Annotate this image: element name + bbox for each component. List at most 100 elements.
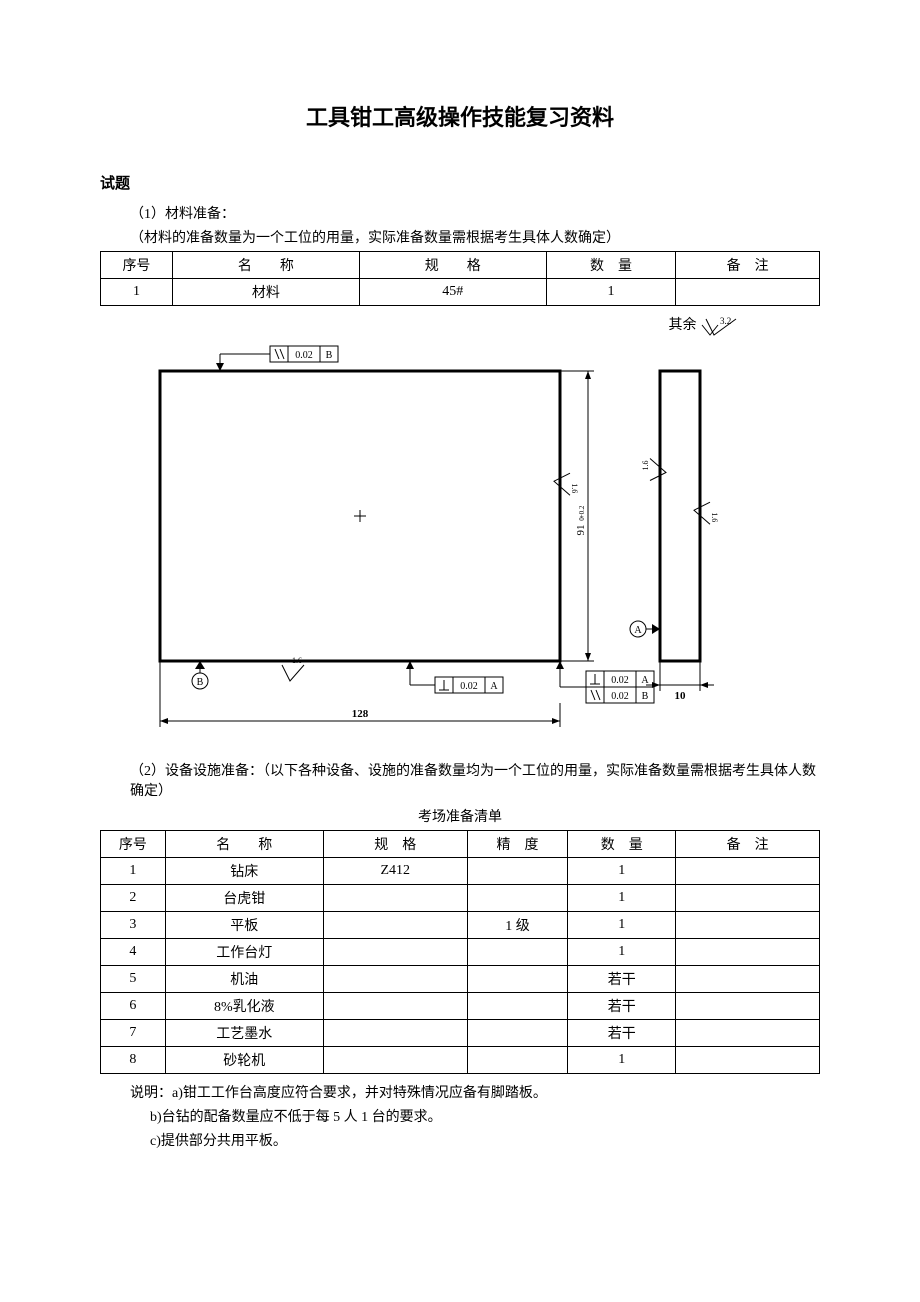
table-header: 序号 (101, 252, 173, 279)
engineering-drawing: 0.02B1.61.61.691+0.2 0B1.60.02A0.02A0.02… (100, 341, 820, 746)
table-header: 数 量 (568, 830, 676, 857)
table-header: 名 称 (172, 252, 359, 279)
part2-caption: 考场准备清单 (100, 806, 820, 826)
table-cell (676, 279, 820, 306)
equipment-table: 序号名 称规 格精 度数 量备 注 1钻床Z41212台虎钳13平板1 级14工… (100, 830, 820, 1074)
table-cell (467, 884, 568, 911)
table-row: 68%乳化液若干 (101, 992, 820, 1019)
table-cell: 6 (101, 992, 166, 1019)
table-cell (467, 1046, 568, 1073)
table-cell: 1 (568, 884, 676, 911)
table-cell (676, 965, 820, 992)
surface-finish-icon: 3.2 (700, 315, 740, 337)
table-cell (676, 911, 820, 938)
part1-heading: （1）材料准备： (130, 203, 820, 223)
table-cell: 7 (101, 1019, 166, 1046)
table-cell: 1 (568, 938, 676, 965)
notes-block: 说明：a)钳工工作台高度应符合要求，并对特殊情况应备有脚踏板。 b)台钻的配备数… (100, 1082, 820, 1150)
section-header: 试题 (100, 172, 820, 193)
svg-text:91: 91 (575, 524, 587, 535)
table-cell (467, 992, 568, 1019)
svg-text:A: A (641, 675, 649, 686)
table-cell (467, 965, 568, 992)
table-cell: 材料 (172, 279, 359, 306)
table-row: 7工艺墨水 若干 (101, 1019, 820, 1046)
table-cell: 工作台灯 (165, 938, 323, 965)
table-cell (676, 992, 820, 1019)
table-header: 名 称 (165, 830, 323, 857)
table-cell: 2 (101, 884, 166, 911)
notes-lead: 说明： (130, 1086, 172, 1101)
table-header: 精 度 (467, 830, 568, 857)
table-row: 8砂轮机 1 (101, 1046, 820, 1073)
table-cell: 1 (568, 911, 676, 938)
table-cell: 4 (101, 938, 166, 965)
table-cell: 1 (101, 857, 166, 884)
table-cell: 台虎钳 (165, 884, 323, 911)
svg-text:B: B (326, 350, 333, 361)
part1-note: （材料的准备数量为一个工位的用量，实际准备数量需根据考生具体人数确定） (130, 227, 820, 247)
table-row: 1材料45#1 (101, 279, 820, 306)
svg-text:+0.2: +0.2 (578, 505, 586, 518)
svg-text:1.6: 1.6 (710, 512, 719, 522)
svg-text:0: 0 (578, 517, 586, 521)
materials-table: 序号名 称规 格数 量备 注 1材料45#1 (100, 251, 820, 306)
table-cell (676, 1046, 820, 1073)
svg-text:0.02: 0.02 (460, 681, 478, 692)
svg-text:A: A (490, 681, 498, 692)
table-cell (676, 857, 820, 884)
svg-text:1.6: 1.6 (292, 656, 302, 665)
table-cell (323, 911, 467, 938)
table-cell: 机油 (165, 965, 323, 992)
svg-text:128: 128 (352, 708, 369, 720)
part2-heading: （2）设备设施准备：（以下各种设备、设施的准备数量均为一个工位的用量，实际准备数… (130, 760, 820, 800)
table-header: 备 注 (676, 830, 820, 857)
table-cell: 8%乳化液 (165, 992, 323, 1019)
table-cell: 45# (359, 279, 546, 306)
table-cell: 平板 (165, 911, 323, 938)
table-header: 数 量 (546, 252, 675, 279)
table-cell: 1 级 (467, 911, 568, 938)
svg-text:0.02: 0.02 (611, 675, 629, 686)
table-cell: 工艺墨水 (165, 1019, 323, 1046)
table-cell: 钻床 (165, 857, 323, 884)
table-cell: 1 (101, 279, 173, 306)
table-cell: 1 (568, 1046, 676, 1073)
table-cell: 1 (568, 857, 676, 884)
svg-text:0.02: 0.02 (611, 691, 629, 702)
table-row: 3平板 1 级1 (101, 911, 820, 938)
table-cell: 1 (546, 279, 675, 306)
note-c: c)提供部分共用平板。 (150, 1130, 820, 1150)
table-cell (323, 1019, 467, 1046)
table-cell (323, 884, 467, 911)
note-b: b)台钻的配备数量应不低于每 5 人 1 台的要求。 (150, 1106, 820, 1126)
surface-finish-default: 其余 3.2 (100, 314, 820, 337)
table-cell (676, 938, 820, 965)
svg-text:3.2: 3.2 (720, 316, 731, 326)
table-cell (676, 884, 820, 911)
svg-text:B: B (642, 691, 649, 702)
table-row: 2台虎钳 1 (101, 884, 820, 911)
table-header: 备 注 (676, 252, 820, 279)
svg-text:10: 10 (675, 690, 687, 702)
table-cell: 8 (101, 1046, 166, 1073)
table-cell: 若干 (568, 965, 676, 992)
table-cell (323, 1046, 467, 1073)
table-cell (467, 1019, 568, 1046)
page-title: 工具钳工高级操作技能复习资料 (100, 100, 820, 132)
svg-text:B: B (197, 677, 204, 688)
table-cell: 砂轮机 (165, 1046, 323, 1073)
table-row: 1钻床Z4121 (101, 857, 820, 884)
table-header: 规 格 (359, 252, 546, 279)
table-cell (676, 1019, 820, 1046)
note-a: a)钳工工作台高度应符合要求，并对特殊情况应备有脚踏板。 (172, 1086, 547, 1101)
table-row: 4工作台灯 1 (101, 938, 820, 965)
svg-text:1.6: 1.6 (641, 460, 650, 470)
table-cell (467, 857, 568, 884)
table-cell: 若干 (568, 1019, 676, 1046)
svg-text:A: A (634, 625, 642, 636)
table-cell (323, 992, 467, 1019)
table-cell (323, 965, 467, 992)
svg-text:0.02: 0.02 (295, 350, 313, 361)
table-cell: 3 (101, 911, 166, 938)
